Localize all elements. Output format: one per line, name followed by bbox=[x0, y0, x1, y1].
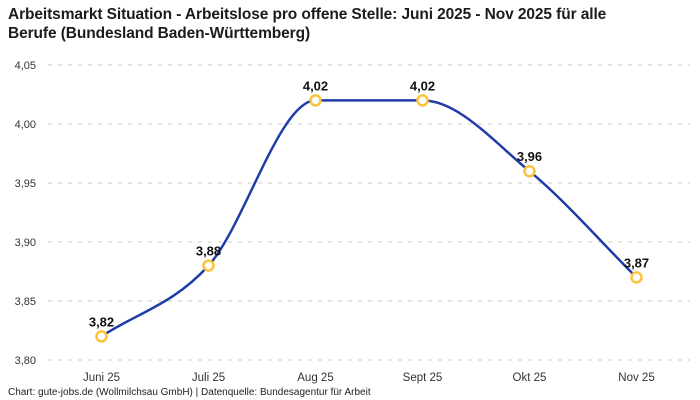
x-axis-tick-label: Okt 25 bbox=[513, 372, 547, 384]
data-point-marker bbox=[523, 164, 536, 178]
data-point-label: 3,87 bbox=[624, 255, 649, 270]
chart-footer: Chart: gute-jobs.de (Wollmilchsau GmbH) … bbox=[8, 387, 371, 398]
x-axis-tick-label: Aug 25 bbox=[297, 372, 333, 384]
data-point-label: 3,82 bbox=[89, 314, 114, 329]
y-axis-tick-label: 3,85 bbox=[15, 296, 36, 308]
chart-title: Arbeitsmarkt Situation - Arbeitslose pro… bbox=[8, 5, 606, 43]
data-point-marker bbox=[202, 259, 215, 272]
x-axis-tick-label: Juni 25 bbox=[83, 372, 120, 384]
x-axis-tick-label: Sept 25 bbox=[403, 372, 443, 384]
x-axis-tick-label: Juli 25 bbox=[192, 372, 225, 384]
data-point-marker bbox=[309, 94, 322, 107]
data-point-label: 3,96 bbox=[517, 149, 542, 164]
y-axis-tick-label: 4,00 bbox=[15, 119, 36, 131]
y-axis-tick-label: 4,05 bbox=[15, 60, 36, 72]
chart-title-line1: Arbeitsmarkt Situation - Arbeitslose pro… bbox=[8, 6, 607, 23]
y-axis-tick-label: 3,95 bbox=[15, 178, 36, 190]
data-point-marker bbox=[416, 94, 429, 107]
data-point-marker bbox=[95, 330, 108, 343]
data-point-label: 4,02 bbox=[303, 78, 328, 93]
x-axis-tick-label: Nov 25 bbox=[618, 372, 654, 384]
chart-title-line2: Berufe (Bundesland Baden-Württemberg) bbox=[8, 25, 311, 43]
data-point-label: 3,88 bbox=[196, 244, 221, 259]
data-point-label: 4,02 bbox=[410, 78, 435, 93]
y-axis-tick-label: 3,90 bbox=[15, 237, 36, 249]
y-axis-tick-label: 3,80 bbox=[15, 355, 36, 367]
series-line bbox=[100, 99, 638, 338]
data-point-marker bbox=[630, 271, 643, 284]
